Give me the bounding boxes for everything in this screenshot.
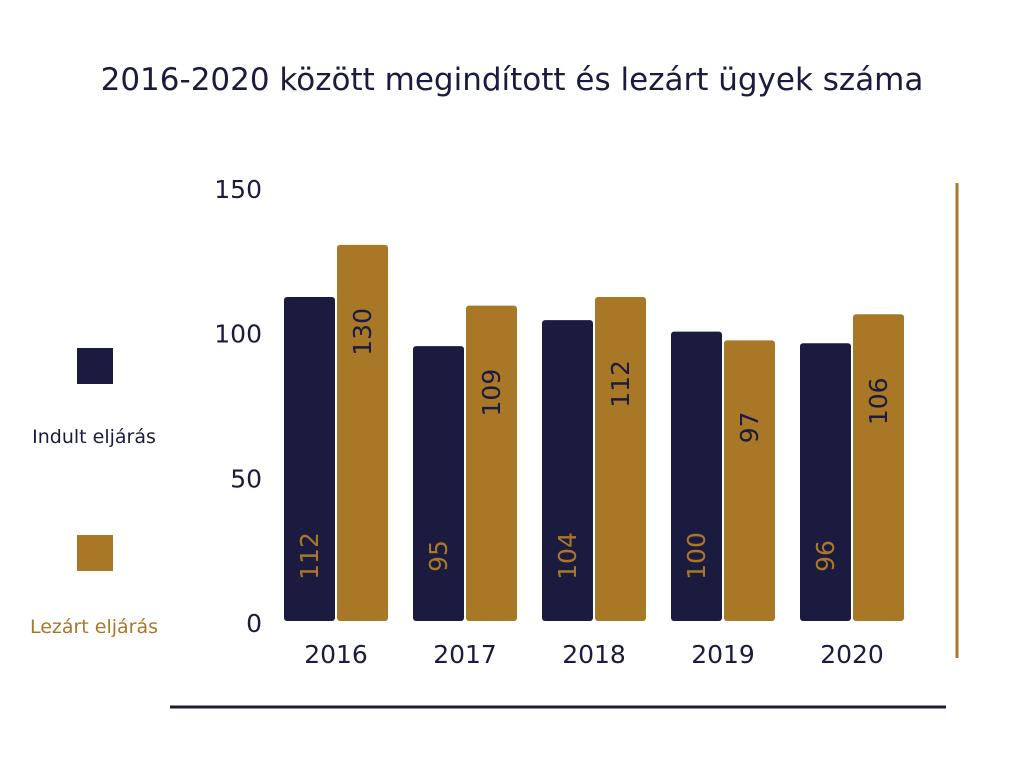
legend-label-lezart: Lezárt eljárás: [30, 616, 158, 638]
y-tick-label: 50: [230, 464, 262, 493]
data-label-lezart-2020: 106: [864, 377, 893, 425]
data-label-indult-2017: 95: [424, 540, 453, 572]
data-label-indult-2018: 104: [553, 532, 582, 580]
bar-indult-2018: [542, 320, 593, 621]
data-label-indult-2020: 96: [811, 540, 840, 572]
chart-title: 2016-2020 között megindított és lezárt ü…: [101, 62, 924, 98]
bar-indult-2019: [671, 331, 722, 621]
legend-swatch-indult: [77, 348, 113, 384]
data-label-indult-2019: 100: [682, 532, 711, 580]
bar-indult-2020: [800, 343, 851, 621]
bars-group: [284, 244, 904, 621]
y-tick-label: 150: [214, 175, 262, 204]
bar-lezart-2016: [337, 244, 388, 621]
data-label-lezart-2019: 97: [735, 411, 764, 443]
x-tick-label-2017: 2017: [433, 640, 497, 669]
x-tick-label-2018: 2018: [562, 640, 626, 669]
y-tick-label: 0: [246, 609, 262, 638]
bar-lezart-2020: [853, 314, 904, 621]
x-axis-ticks: 2016 2017 2018 2019 2020: [304, 640, 884, 669]
y-axis-ticks: 0 50 100 150: [214, 175, 262, 638]
y-tick-label: 100: [214, 320, 262, 349]
bar-indult-2017: [413, 346, 464, 621]
x-tick-label-2019: 2019: [691, 640, 755, 669]
data-label-indult-2016: 112: [295, 532, 324, 580]
bar-lezart-2017: [466, 305, 517, 621]
x-tick-label-2016: 2016: [304, 640, 368, 669]
x-tick-label-2020: 2020: [820, 640, 884, 669]
bar-indult-2016: [284, 296, 335, 621]
bar-lezart-2019: [724, 340, 775, 621]
data-label-lezart-2017: 109: [477, 369, 506, 417]
legend-label-indult: Indult eljárás: [32, 426, 156, 448]
legend: Indult eljárás Lezárt eljárás: [30, 348, 158, 638]
data-label-lezart-2016: 130: [348, 308, 377, 356]
data-label-lezart-2018: 112: [606, 360, 635, 408]
data-labels-group: 112 130 95 109 104 112 100 97 96 106: [295, 308, 893, 580]
legend-swatch-lezart: [77, 535, 113, 571]
bar-lezart-2018: [595, 296, 646, 621]
